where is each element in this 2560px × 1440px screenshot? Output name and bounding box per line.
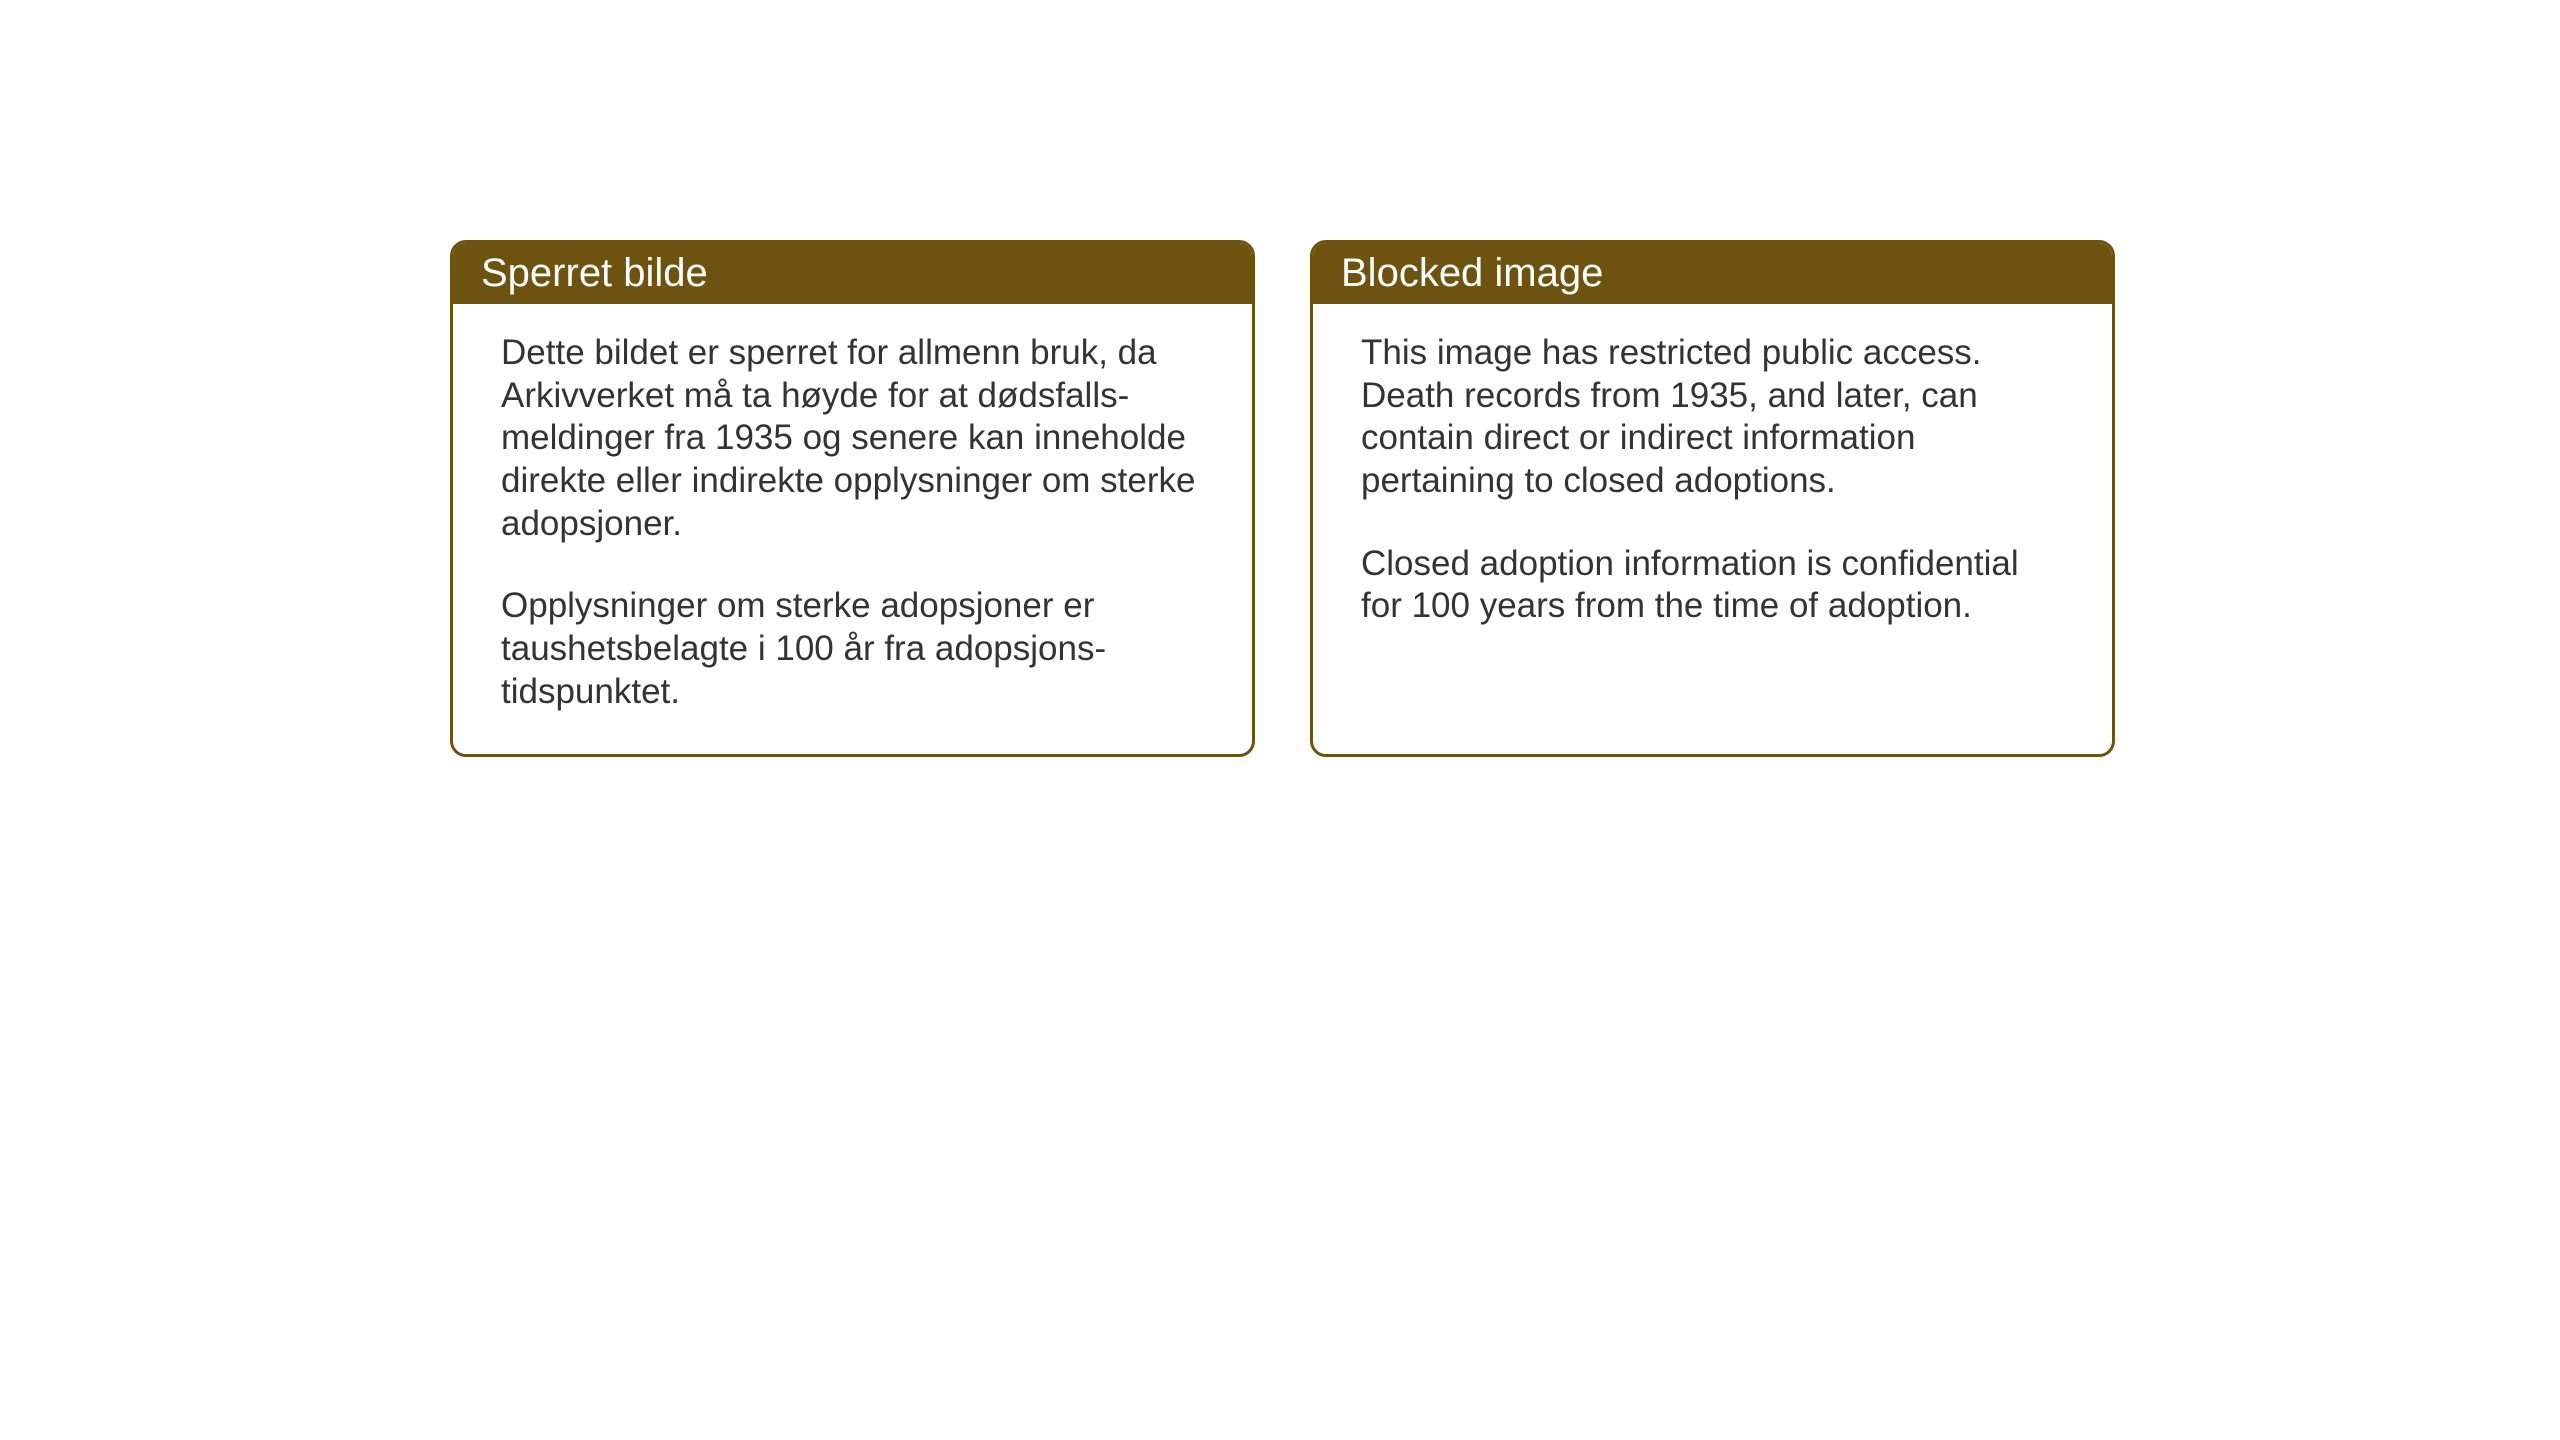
notice-paragraph: Closed adoption information is confident… bbox=[1361, 543, 2064, 628]
notice-box-english: Blocked image This image has restricted … bbox=[1310, 240, 2115, 757]
notice-paragraph: This image has restricted public access.… bbox=[1361, 332, 2064, 503]
notice-paragraph: Opplysninger om sterke adopsjoner er tau… bbox=[501, 585, 1204, 713]
notice-paragraph: Dette bildet er sperret for allmenn bruk… bbox=[501, 332, 1204, 545]
notice-box-norwegian: Sperret bilde Dette bildet er sperret fo… bbox=[450, 240, 1255, 757]
notices-container: Sperret bilde Dette bildet er sperret fo… bbox=[450, 240, 2115, 757]
notice-header-english: Blocked image bbox=[1313, 243, 2112, 304]
notice-body-english: This image has restricted public access.… bbox=[1313, 304, 2112, 744]
notice-header-norwegian: Sperret bilde bbox=[453, 243, 1252, 304]
notice-body-norwegian: Dette bildet er sperret for allmenn bruk… bbox=[453, 304, 1252, 754]
